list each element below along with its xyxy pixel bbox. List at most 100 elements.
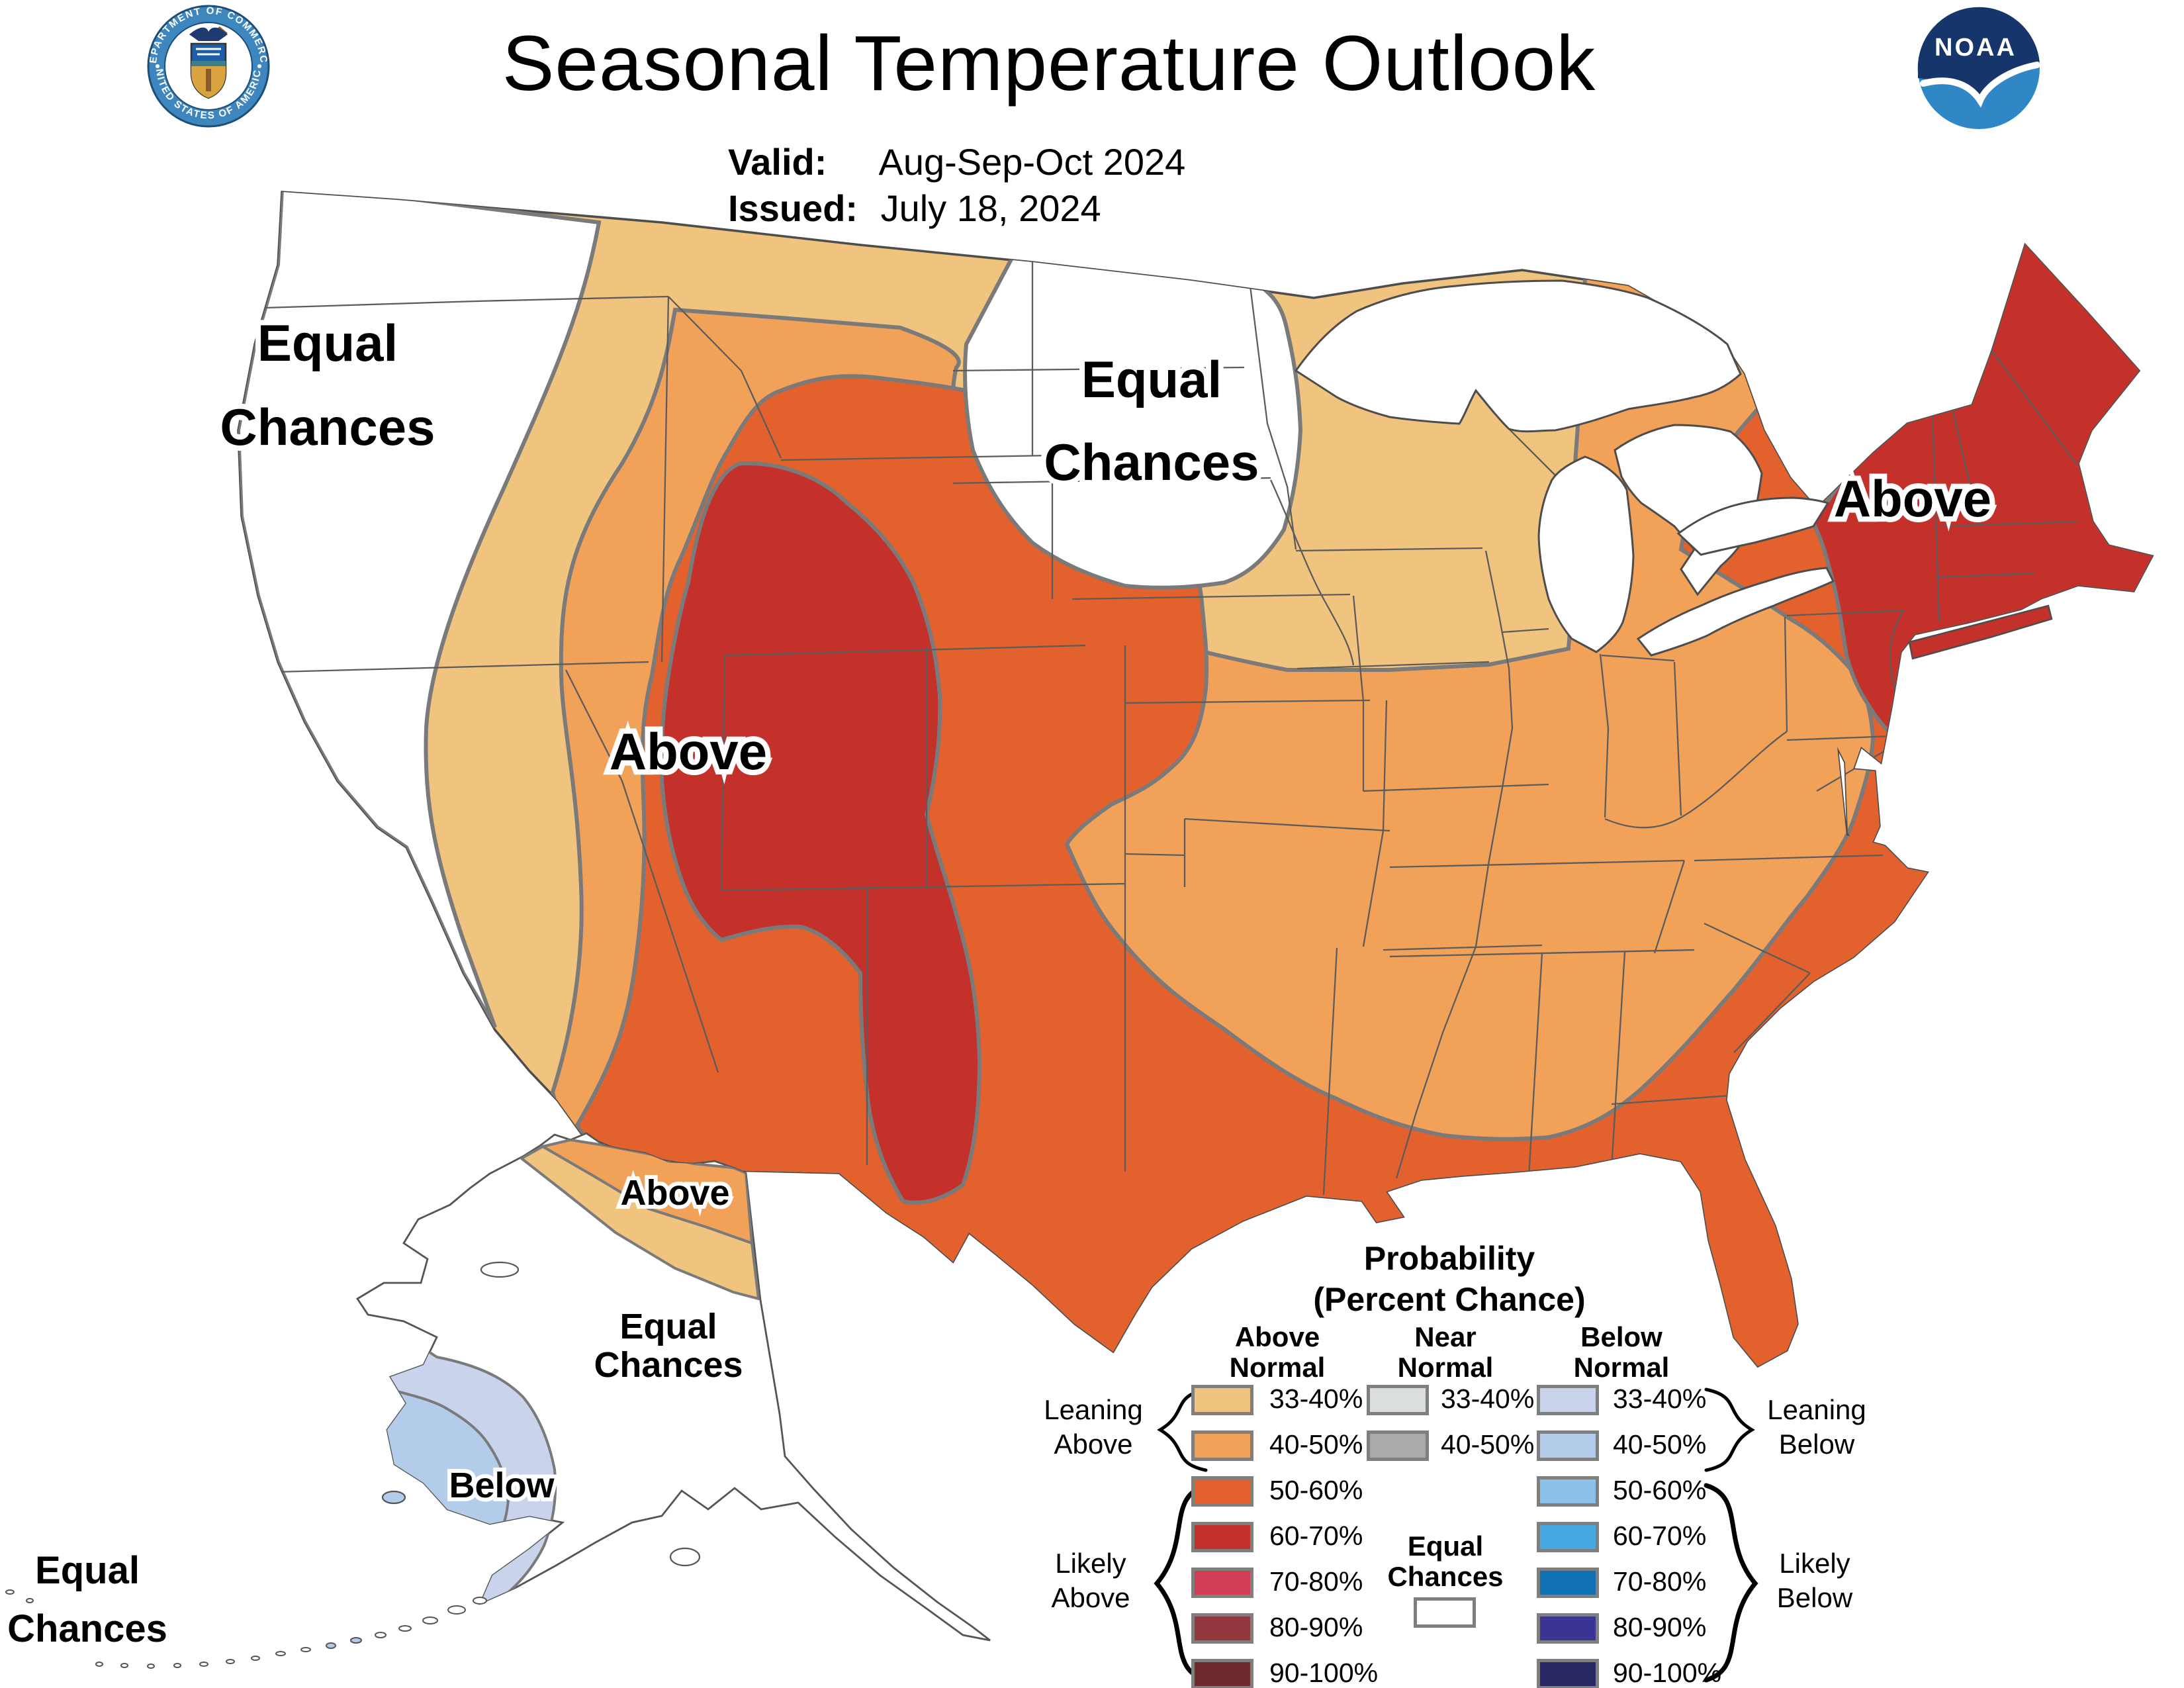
legend-swatch-below-60-70 xyxy=(1537,1522,1599,1552)
legend-equal-chances-label: Chances xyxy=(1387,1561,1504,1592)
label-nw-equal-chances: Chances xyxy=(220,398,435,456)
legend-col-above: Above xyxy=(1234,1321,1320,1352)
legend-leaning-above: Leaning xyxy=(1044,1394,1143,1425)
issued-label: Issued: xyxy=(728,187,858,229)
kodiak-island xyxy=(669,1547,701,1567)
noaa-wordmark: NOAA xyxy=(1934,34,2017,62)
legend-range-label-near: 33-40% xyxy=(1441,1383,1535,1414)
label-alaska-above: Above xyxy=(620,1173,729,1213)
band-above-60-70-west xyxy=(659,461,982,1205)
legend-swatch-above-40-50 xyxy=(1191,1430,1253,1461)
legend-leaning-below: Below xyxy=(1778,1429,1855,1460)
label-alaska-equal-chances: Chances xyxy=(594,1345,743,1385)
issued-row: Issued: July 18, 2024 xyxy=(728,185,1185,232)
state-borders xyxy=(264,259,2079,1196)
legend-range-label-above: 90-100% xyxy=(1269,1658,1379,1688)
legend-title: Probability xyxy=(1363,1240,1535,1277)
seal-star-left xyxy=(156,64,159,68)
page-title: Seasonal Temperature Outlook xyxy=(502,20,1596,107)
label-northeast-above: Above xyxy=(1834,469,1991,528)
band-equal-chances-nw xyxy=(238,192,602,1029)
legend-braces xyxy=(1154,1387,1758,1683)
legend-likely-above: Likely xyxy=(1055,1548,1126,1579)
valid-issued-block: Valid: Aug-Sep-Oct 2024 Issued: July 18,… xyxy=(728,139,1185,232)
legend-swatch-above-60-70 xyxy=(1191,1522,1253,1552)
long-island xyxy=(1908,604,2053,660)
label-nw-equal-chances: Equal xyxy=(257,314,398,372)
label-aleutian-equal-chances: Equal xyxy=(35,1549,140,1592)
great-lakes xyxy=(1294,279,1835,657)
legend-swatch-above-50-60 xyxy=(1191,1476,1253,1507)
legend-swatch-above-80-90 xyxy=(1191,1613,1253,1644)
map-label-layer: Equal Chances Equal Chances Above Above … xyxy=(3,308,1997,1654)
legend-col-below: Below xyxy=(1580,1321,1662,1352)
legend-swatch-near-40-50 xyxy=(1367,1430,1429,1461)
legend-range-label-above: 60-70% xyxy=(1269,1521,1363,1551)
brace-likely-below xyxy=(1704,1483,1758,1683)
lake-ontario xyxy=(1676,496,1830,556)
legend-range-label-above: 70-80% xyxy=(1269,1566,1363,1597)
legend-swatch-below-33-40 xyxy=(1537,1385,1599,1415)
legend-leaning-below: Leaning xyxy=(1767,1394,1866,1425)
valid-value: Aug-Sep-Oct 2024 xyxy=(878,141,1186,183)
alaska-inset xyxy=(5,1132,991,1669)
label-alaska-below: Below xyxy=(449,1466,555,1505)
legend-col-near: Normal xyxy=(1397,1352,1494,1383)
legend-col-near: Near xyxy=(1414,1321,1477,1352)
lake-michigan xyxy=(1537,455,1635,653)
legend-swatch-below-40-50 xyxy=(1537,1430,1599,1461)
noaa-logo: NOAA xyxy=(1917,7,2040,129)
legend-likely-below: Below xyxy=(1776,1582,1853,1613)
lake-superior xyxy=(1294,279,1742,433)
legend-range-label-below: 50-60% xyxy=(1613,1475,1707,1505)
issued-value: July 18, 2024 xyxy=(880,187,1101,229)
band-equal-chances-midwest xyxy=(963,254,1303,590)
seal-eagle-icon xyxy=(189,26,228,99)
legend-range-label-above: 80-90% xyxy=(1269,1612,1363,1642)
label-midwest-equal-chances: Chances xyxy=(1044,433,1259,491)
legend-swatch-equal-chances xyxy=(1414,1597,1476,1628)
noaa-seagull-icon xyxy=(1920,62,2040,108)
legend-range-label-above: 50-60% xyxy=(1269,1475,1363,1505)
legend-likely-above: Above xyxy=(1051,1582,1130,1613)
brace-leaning-below xyxy=(1704,1387,1755,1472)
legend-subtitle: (Percent Chance) xyxy=(1313,1281,1586,1318)
legend-likely-below: Likely xyxy=(1779,1548,1850,1579)
label-midwest-equal-chances: Equal xyxy=(1081,350,1222,408)
st-lawrence-island xyxy=(480,1261,520,1278)
legend-range-label-above: 33-40% xyxy=(1269,1383,1363,1414)
legend-swatch-below-90-100 xyxy=(1537,1659,1599,1688)
valid-label: Valid: xyxy=(728,141,827,183)
legend-range-label-below: 70-80% xyxy=(1613,1566,1707,1597)
label-aleutian-equal-chances: Chances xyxy=(7,1607,167,1650)
legend-range-label-below: 60-70% xyxy=(1613,1521,1707,1551)
legend-leaning-above: Above xyxy=(1054,1429,1133,1460)
seal-star-right xyxy=(257,64,261,68)
brace-leaning-above xyxy=(1157,1387,1208,1472)
legend-swatch-near-33-40 xyxy=(1367,1385,1429,1415)
legend-range-label-near: 40-50% xyxy=(1441,1429,1535,1460)
label-west-above: Above xyxy=(610,722,767,780)
legend-col-above: Normal xyxy=(1229,1352,1326,1383)
valid-row: Valid: Aug-Sep-Oct 2024 xyxy=(728,139,1185,185)
aleutian-islands xyxy=(5,1589,487,1669)
legend-range-label-below: 80-90% xyxy=(1613,1612,1707,1642)
legend-range-label-above: 40-50% xyxy=(1269,1429,1363,1460)
legend-swatch-above-33-40 xyxy=(1191,1385,1253,1415)
ak-band-above-33-40 xyxy=(519,1145,760,1301)
lake-erie xyxy=(1636,567,1835,657)
legend-range-label-below: 33-40% xyxy=(1613,1383,1707,1414)
legend-range-label-below: 40-50% xyxy=(1613,1429,1707,1460)
legend-range-label-below: 90-100% xyxy=(1613,1658,1722,1688)
legend-swatch-below-50-60 xyxy=(1537,1476,1599,1507)
legend-swatch-above-70-80 xyxy=(1191,1568,1253,1598)
nunivak-island xyxy=(381,1490,406,1505)
legend-swatch-above-90-100 xyxy=(1191,1659,1253,1688)
legend-col-below: Normal xyxy=(1573,1352,1670,1383)
legend-swatch-below-70-80 xyxy=(1537,1568,1599,1598)
label-alaska-equal-chances: Equal xyxy=(619,1307,717,1346)
legend-swatch-below-80-90 xyxy=(1537,1613,1599,1644)
brace-likely-above xyxy=(1154,1483,1208,1683)
